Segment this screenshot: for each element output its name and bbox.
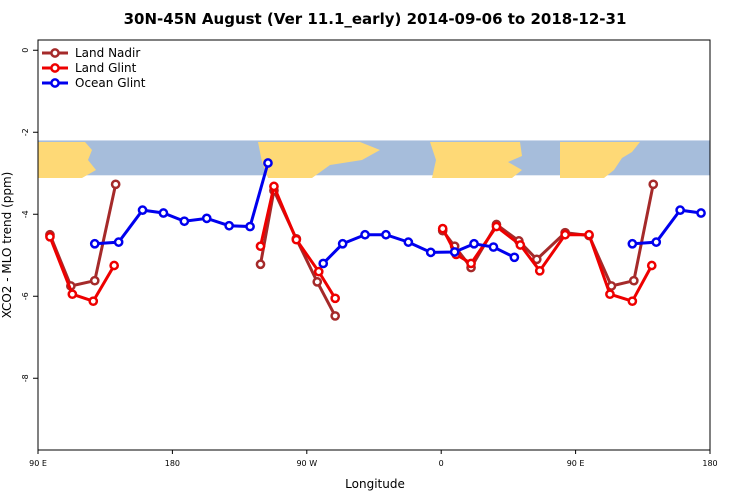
- x-tick-label: 0: [439, 459, 444, 468]
- x-axis-label: Longitude: [345, 477, 405, 491]
- data-point: [425, 247, 436, 258]
- data-point: [263, 158, 273, 168]
- data-point: [255, 241, 266, 252]
- y-axis: 0 -2 -4 -6 -8: [21, 48, 38, 382]
- legend-marker: [50, 48, 60, 58]
- data-point: [337, 238, 348, 249]
- legend-label: Land Nadir: [75, 46, 140, 60]
- data-point: [313, 266, 324, 277]
- data-point: [89, 275, 100, 286]
- y-tick-label: -4: [21, 210, 30, 218]
- data-point: [67, 289, 78, 300]
- data-point: [269, 181, 279, 192]
- data-point: [291, 234, 302, 245]
- data-point: [488, 242, 499, 252]
- data-point: [179, 216, 190, 227]
- data-point: [491, 221, 502, 232]
- y-tick-label: -2: [21, 128, 30, 136]
- data-point: [437, 223, 448, 234]
- map-land-2: [430, 142, 522, 178]
- data-point: [449, 247, 460, 257]
- data-point: [534, 265, 545, 276]
- data-point: [330, 311, 341, 321]
- data-point: [113, 237, 124, 247]
- x-tick-label: 90 E: [567, 459, 585, 468]
- data-point: [255, 259, 266, 270]
- legend-item: Ocean Glint: [42, 76, 146, 90]
- series-line: [48, 236, 116, 303]
- data-point: [651, 237, 662, 247]
- data-point: [158, 208, 169, 218]
- data-point: [627, 238, 638, 249]
- data-point: [88, 296, 99, 307]
- series-land-glint: [45, 181, 657, 307]
- data-point: [605, 289, 615, 300]
- data-point: [403, 237, 414, 247]
- x-tick-label: 90 W: [296, 459, 317, 468]
- map-land-1: [258, 142, 380, 178]
- data-point: [201, 213, 212, 224]
- data-point: [560, 229, 570, 240]
- series-ocean-glint: [89, 158, 706, 269]
- data-point: [109, 260, 120, 271]
- y-axis-label: XCO2 - MLO trend (ppm): [0, 172, 14, 319]
- data-point: [245, 221, 255, 232]
- data-point: [469, 238, 479, 249]
- data-point: [312, 277, 323, 287]
- series-line: [632, 208, 702, 246]
- data-point: [515, 240, 526, 250]
- data-point: [628, 275, 639, 286]
- y-tick-label: -8: [21, 374, 30, 382]
- data-point: [531, 254, 542, 265]
- map-land-0: [38, 142, 96, 178]
- chart-title: 30N-45N August (Ver 11.1_early) 2014-09-…: [124, 10, 627, 28]
- legend-item: Land Nadir: [42, 46, 140, 60]
- data-point: [330, 293, 341, 304]
- y-tick-label: -6: [21, 292, 30, 300]
- map-land-3: [560, 142, 640, 178]
- data-point: [360, 229, 370, 240]
- data-point: [110, 179, 121, 190]
- data-point: [509, 252, 520, 263]
- series-line: [48, 184, 118, 288]
- data-point: [137, 205, 148, 215]
- data-point: [381, 229, 391, 240]
- plot-frame: [37, 39, 711, 451]
- series-land-nadir: [45, 179, 659, 321]
- data-point: [89, 238, 100, 249]
- legend-item: Land Glint: [42, 61, 137, 75]
- data-point: [696, 208, 706, 218]
- data-point: [224, 220, 234, 231]
- data-point: [466, 258, 476, 269]
- data-point: [584, 229, 594, 240]
- data-point: [627, 296, 638, 307]
- series-line: [259, 185, 337, 317]
- data-point: [45, 231, 55, 242]
- world-map-band: [38, 140, 710, 178]
- y-tick-label: 0: [21, 48, 30, 53]
- legend-label: Ocean Glint: [75, 76, 146, 90]
- x-tick-label: 180: [702, 459, 717, 468]
- data-point: [318, 258, 329, 269]
- series-layer: [45, 158, 706, 321]
- series-line: [322, 233, 516, 265]
- data-point: [675, 205, 685, 215]
- data-point: [646, 260, 657, 271]
- data-point: [648, 179, 659, 190]
- x-tick-label: 90 E: [29, 459, 47, 468]
- x-tick-label: 180: [165, 459, 180, 468]
- legend-label: Land Glint: [75, 61, 137, 75]
- legend-marker: [50, 63, 60, 73]
- x-axis: 90 E 180 90 W 0 90 E 180: [29, 450, 718, 468]
- legend-marker: [50, 78, 60, 88]
